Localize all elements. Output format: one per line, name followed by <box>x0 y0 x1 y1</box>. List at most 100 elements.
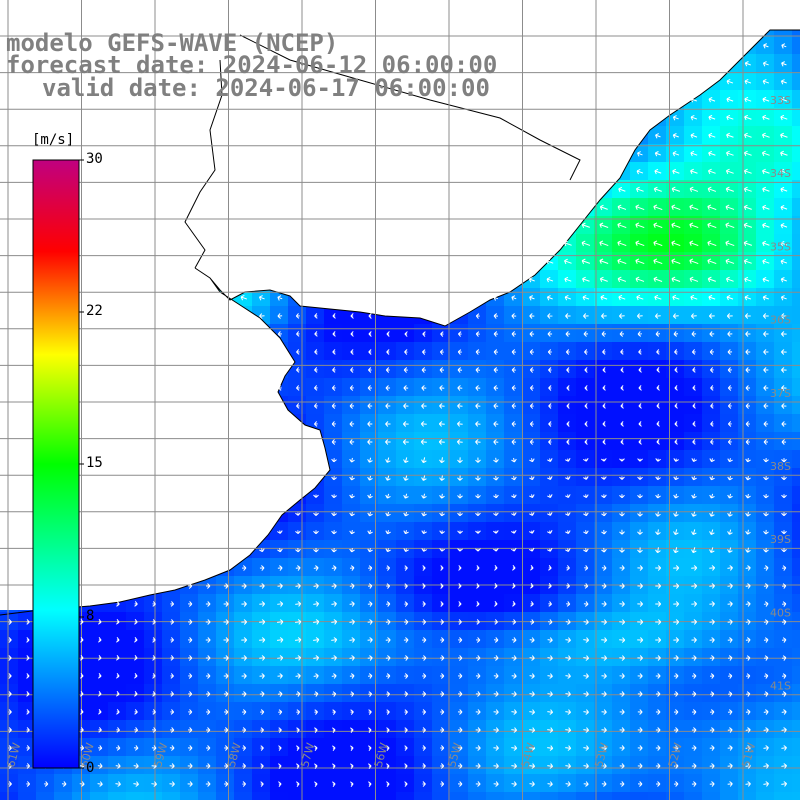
wind-arrow <box>781 727 787 733</box>
speed-cell <box>468 540 487 559</box>
wind-arrow <box>781 763 788 769</box>
speed-cell <box>486 540 505 559</box>
speed-cell <box>324 594 343 613</box>
speed-cell <box>486 702 505 721</box>
speed-cell <box>432 522 451 541</box>
wind-arrow <box>205 619 211 625</box>
speed-cell <box>360 558 379 577</box>
speed-cell <box>288 522 307 541</box>
wind-arrow <box>458 619 462 625</box>
wind-arrow <box>493 673 499 679</box>
wind-arrow <box>691 673 697 679</box>
wind-arrow <box>672 150 680 157</box>
wind-arrow <box>385 493 391 499</box>
speed-cell <box>468 432 487 451</box>
speed-cell <box>738 792 757 800</box>
speed-cell <box>576 648 595 667</box>
wind-arrow <box>475 475 481 481</box>
speed-cell <box>198 792 217 800</box>
wind-arrow <box>476 583 480 589</box>
wind-arrow <box>619 781 625 787</box>
speed-cell <box>162 702 181 721</box>
wind-arrow <box>475 421 481 427</box>
wind-arrow <box>691 655 697 661</box>
wind-arrow <box>745 367 751 373</box>
speed-cell <box>558 666 577 685</box>
speed-cell <box>414 486 433 505</box>
wind-arrow <box>241 691 247 697</box>
speed-cell <box>504 792 523 800</box>
wind-arrow <box>763 494 769 499</box>
wind-arrow <box>762 186 770 193</box>
wind-arrow <box>763 331 769 337</box>
wind-arrow <box>385 439 391 445</box>
wind-arrow <box>619 476 625 480</box>
speed-cell <box>558 684 577 703</box>
wind-arrow <box>745 601 751 607</box>
wind-arrow <box>619 637 626 643</box>
wind-arrow <box>530 601 534 607</box>
wind-arrow <box>602 349 606 355</box>
wind-arrow <box>599 204 608 211</box>
wind-arrow <box>728 691 733 697</box>
wind-arrow <box>743 240 753 247</box>
speed-cell <box>594 720 613 739</box>
longitude-labels: 61W 60W 59W 58W 57W 56W 55W 54W 53W 52W 51W <box>4 741 758 769</box>
speed-cell <box>432 432 451 451</box>
speed-cell <box>396 450 415 469</box>
wind-arrow <box>260 763 264 769</box>
wind-arrow <box>601 727 607 733</box>
wind-arrow <box>223 583 229 589</box>
wind-arrow <box>440 709 445 715</box>
wind-arrow <box>565 745 572 751</box>
speed-cell <box>450 738 469 757</box>
wind-arrow <box>223 601 229 607</box>
wind-arrow <box>530 619 535 625</box>
speed-cell <box>360 504 379 523</box>
speed-cell <box>792 72 800 91</box>
speed-cell <box>450 666 469 685</box>
wind-arrow <box>691 619 698 625</box>
wind-arrow <box>690 132 698 139</box>
speed-cell <box>0 648 19 667</box>
wind-arrow <box>601 619 607 625</box>
wind-arrow <box>762 204 770 211</box>
speed-cell <box>792 432 800 451</box>
speed-cell <box>306 540 325 559</box>
wind-arrow <box>689 186 699 192</box>
speed-cell <box>432 450 451 469</box>
speed-cell <box>450 486 469 505</box>
wind-arrow <box>671 222 681 229</box>
wind-arrow <box>619 709 625 715</box>
wind-arrow <box>638 367 642 373</box>
wind-arrow <box>673 476 679 481</box>
wind-arrow <box>709 745 715 751</box>
speed-cell <box>432 792 451 800</box>
speed-cell <box>522 306 541 325</box>
wind-arrow <box>529 529 535 534</box>
speed-cell <box>774 774 793 793</box>
wind-arrow <box>188 619 193 625</box>
wind-arrow <box>619 619 626 625</box>
speed-cell <box>306 666 325 685</box>
speed-cell <box>198 720 217 739</box>
wind-arrow <box>97 655 102 661</box>
wind-arrow <box>763 385 769 391</box>
wind-arrow <box>493 295 499 301</box>
wind-arrow <box>583 512 589 517</box>
wind-arrow <box>511 763 518 769</box>
wind-arrow <box>725 186 734 193</box>
wind-arrow <box>566 583 570 589</box>
wind-arrow <box>475 745 481 751</box>
wind-arrow <box>116 709 120 715</box>
wind-arrow <box>439 512 445 517</box>
wind-arrow <box>403 548 409 552</box>
speed-cell <box>162 666 181 685</box>
speed-cell <box>720 468 739 487</box>
wind-arrow <box>762 276 770 283</box>
speed-cell <box>684 522 703 541</box>
speed-cell <box>558 738 577 757</box>
wind-arrow <box>170 673 174 679</box>
speed-cell <box>792 414 800 433</box>
speed-cell <box>594 558 613 577</box>
